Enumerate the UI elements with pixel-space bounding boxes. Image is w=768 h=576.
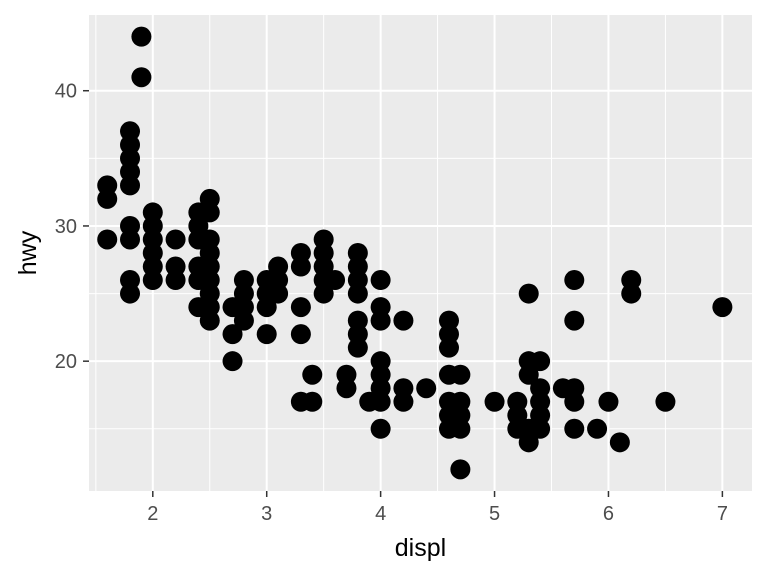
x-axis-ticks: 2 3 4 5 6 7	[147, 491, 728, 525]
data-point	[370, 391, 391, 412]
data-point	[233, 310, 254, 331]
data-point	[290, 297, 311, 318]
data-point	[313, 283, 334, 304]
y-axis-ticks: 20 30 40	[55, 81, 89, 373]
data-point	[142, 270, 163, 291]
data-point	[530, 351, 551, 372]
data-point	[416, 378, 437, 399]
data-point	[120, 283, 141, 304]
y-axis-title: hwy	[14, 230, 42, 275]
plot-panel	[89, 15, 752, 491]
data-point	[587, 418, 608, 439]
data-point	[450, 459, 471, 480]
data-point	[256, 324, 277, 345]
data-point	[120, 229, 141, 250]
data-points	[97, 26, 733, 480]
data-point	[712, 297, 733, 318]
data-point	[518, 364, 539, 385]
y-tick-label: 20	[55, 351, 77, 373]
data-point	[302, 391, 323, 412]
data-point	[165, 270, 186, 291]
data-point	[336, 378, 357, 399]
data-point	[199, 310, 220, 331]
data-point	[450, 364, 471, 385]
data-point	[530, 418, 551, 439]
data-point	[256, 297, 277, 318]
x-tick-label: 6	[603, 503, 614, 525]
x-tick-label: 3	[261, 503, 272, 525]
data-point	[199, 202, 220, 223]
data-point	[290, 256, 311, 277]
x-tick-label: 7	[717, 503, 728, 525]
data-point	[393, 310, 414, 331]
data-point	[325, 270, 346, 291]
data-point	[655, 391, 676, 412]
data-point	[222, 351, 243, 372]
data-point	[609, 432, 630, 453]
y-tick-label: 30	[55, 216, 77, 238]
data-point	[438, 337, 459, 358]
data-point	[97, 188, 118, 209]
data-point	[97, 229, 118, 250]
data-point	[484, 391, 505, 412]
data-point	[564, 270, 585, 291]
data-point	[518, 283, 539, 304]
x-axis-title: displ	[395, 534, 446, 562]
data-point	[564, 418, 585, 439]
data-point	[564, 310, 585, 331]
minor-gridlines	[89, 15, 752, 491]
data-point	[268, 283, 289, 304]
x-tick-label: 5	[489, 503, 500, 525]
y-tick-label: 40	[55, 81, 77, 103]
data-point	[302, 364, 323, 385]
data-point	[347, 337, 368, 358]
data-point	[621, 283, 642, 304]
data-point	[450, 418, 471, 439]
data-point	[393, 391, 414, 412]
x-tick-label: 4	[375, 503, 386, 525]
data-point	[370, 310, 391, 331]
data-point	[564, 391, 585, 412]
x-tick-label: 2	[147, 503, 158, 525]
data-point	[222, 324, 243, 345]
data-point	[290, 324, 311, 345]
data-point	[120, 175, 141, 196]
data-point	[131, 67, 152, 88]
data-point	[131, 26, 152, 47]
data-point	[518, 432, 539, 453]
data-point	[370, 418, 391, 439]
data-point	[598, 391, 619, 412]
data-point	[370, 270, 391, 291]
data-point	[165, 229, 186, 250]
data-point	[347, 283, 368, 304]
